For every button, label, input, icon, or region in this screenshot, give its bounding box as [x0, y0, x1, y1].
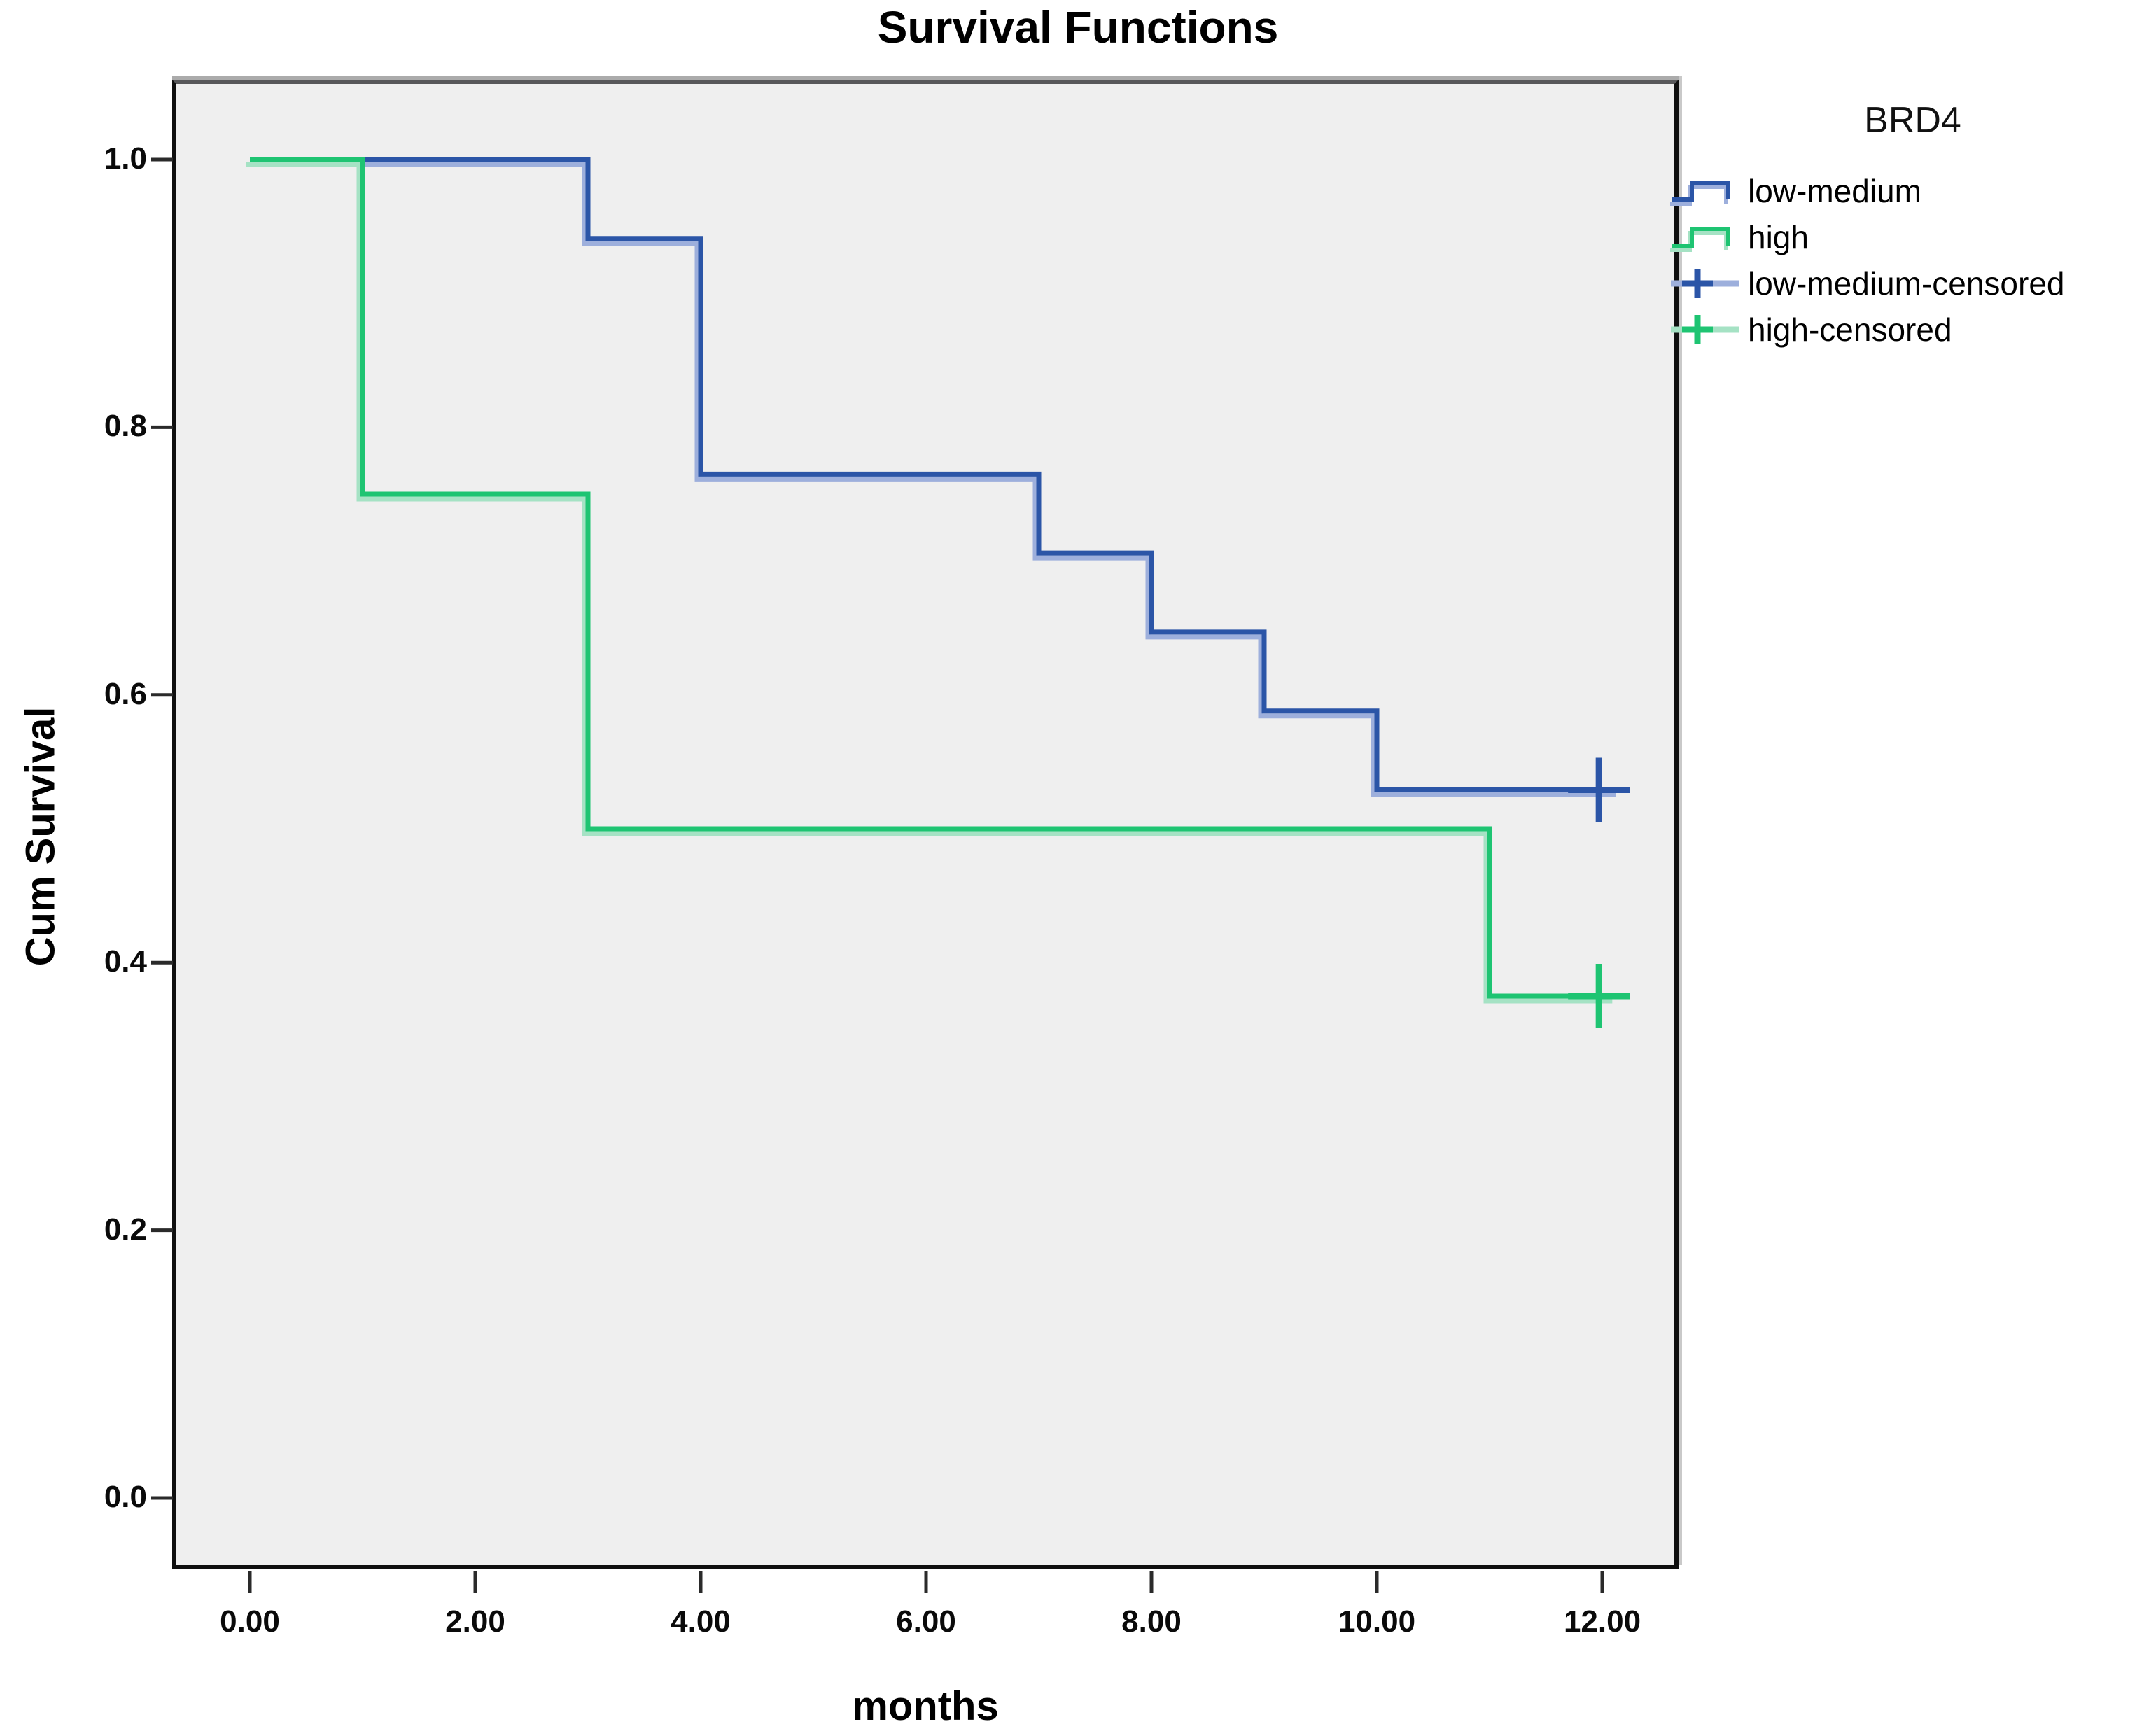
- curve-high: [250, 157, 1616, 999]
- legend-label: high-censored: [1748, 311, 1952, 348]
- legend-line-glyph-low-medium: [1670, 181, 1730, 206]
- y-tick-label: 0.0: [104, 1480, 147, 1514]
- x-tick-label: 4.00: [671, 1604, 731, 1639]
- x-axis-label: months: [852, 1683, 999, 1729]
- x-tick-label: 2.00: [445, 1604, 505, 1639]
- y-tick-label: 1.0: [104, 141, 147, 176]
- legend-row: high: [1670, 214, 2156, 260]
- y-tick-label: 0.4: [104, 944, 147, 979]
- curve-shadow-high: [246, 162, 1613, 1004]
- x-tick-label: 10.00: [1338, 1604, 1416, 1639]
- curve-shadow-low-medium: [246, 162, 1616, 798]
- x-tick-label: 0.00: [220, 1604, 280, 1639]
- legend-label: high: [1748, 219, 1809, 255]
- chart-title: Survival Functions: [877, 2, 1279, 52]
- legend-row: high-censored: [1670, 307, 2156, 353]
- legend-censored-glyph-low-medium: [1671, 269, 1740, 298]
- x-tick-label: 8.00: [1121, 1604, 1182, 1639]
- plot-area: [172, 76, 1682, 1569]
- x-tick-label: 6.00: [896, 1604, 956, 1639]
- legend: BRD4 low-medium high low-medium-censored hi…: [1670, 99, 2156, 353]
- legend-row: low-medium-censored: [1670, 260, 2156, 307]
- legend-row: low-medium: [1670, 168, 2156, 214]
- x-tick-label: 12.00: [1563, 1604, 1642, 1639]
- legend-label: low-medium: [1748, 173, 1921, 209]
- y-axis-label: Cum Survival: [18, 706, 64, 967]
- y-tick-label: 0.2: [104, 1212, 147, 1247]
- legend-censored-glyph-high: [1671, 315, 1740, 344]
- legend-title: BRD4: [1864, 100, 1961, 141]
- legend-rows: low-medium high low-medium-censored high-ce…: [1670, 168, 2156, 353]
- legend-line-glyph-high: [1670, 227, 1730, 252]
- y-tick-label: 0.6: [104, 676, 147, 711]
- curve-low-medium: [250, 157, 1620, 793]
- y-tick-label: 0.8: [104, 409, 147, 444]
- legend-label: low-medium-censored: [1748, 265, 2065, 302]
